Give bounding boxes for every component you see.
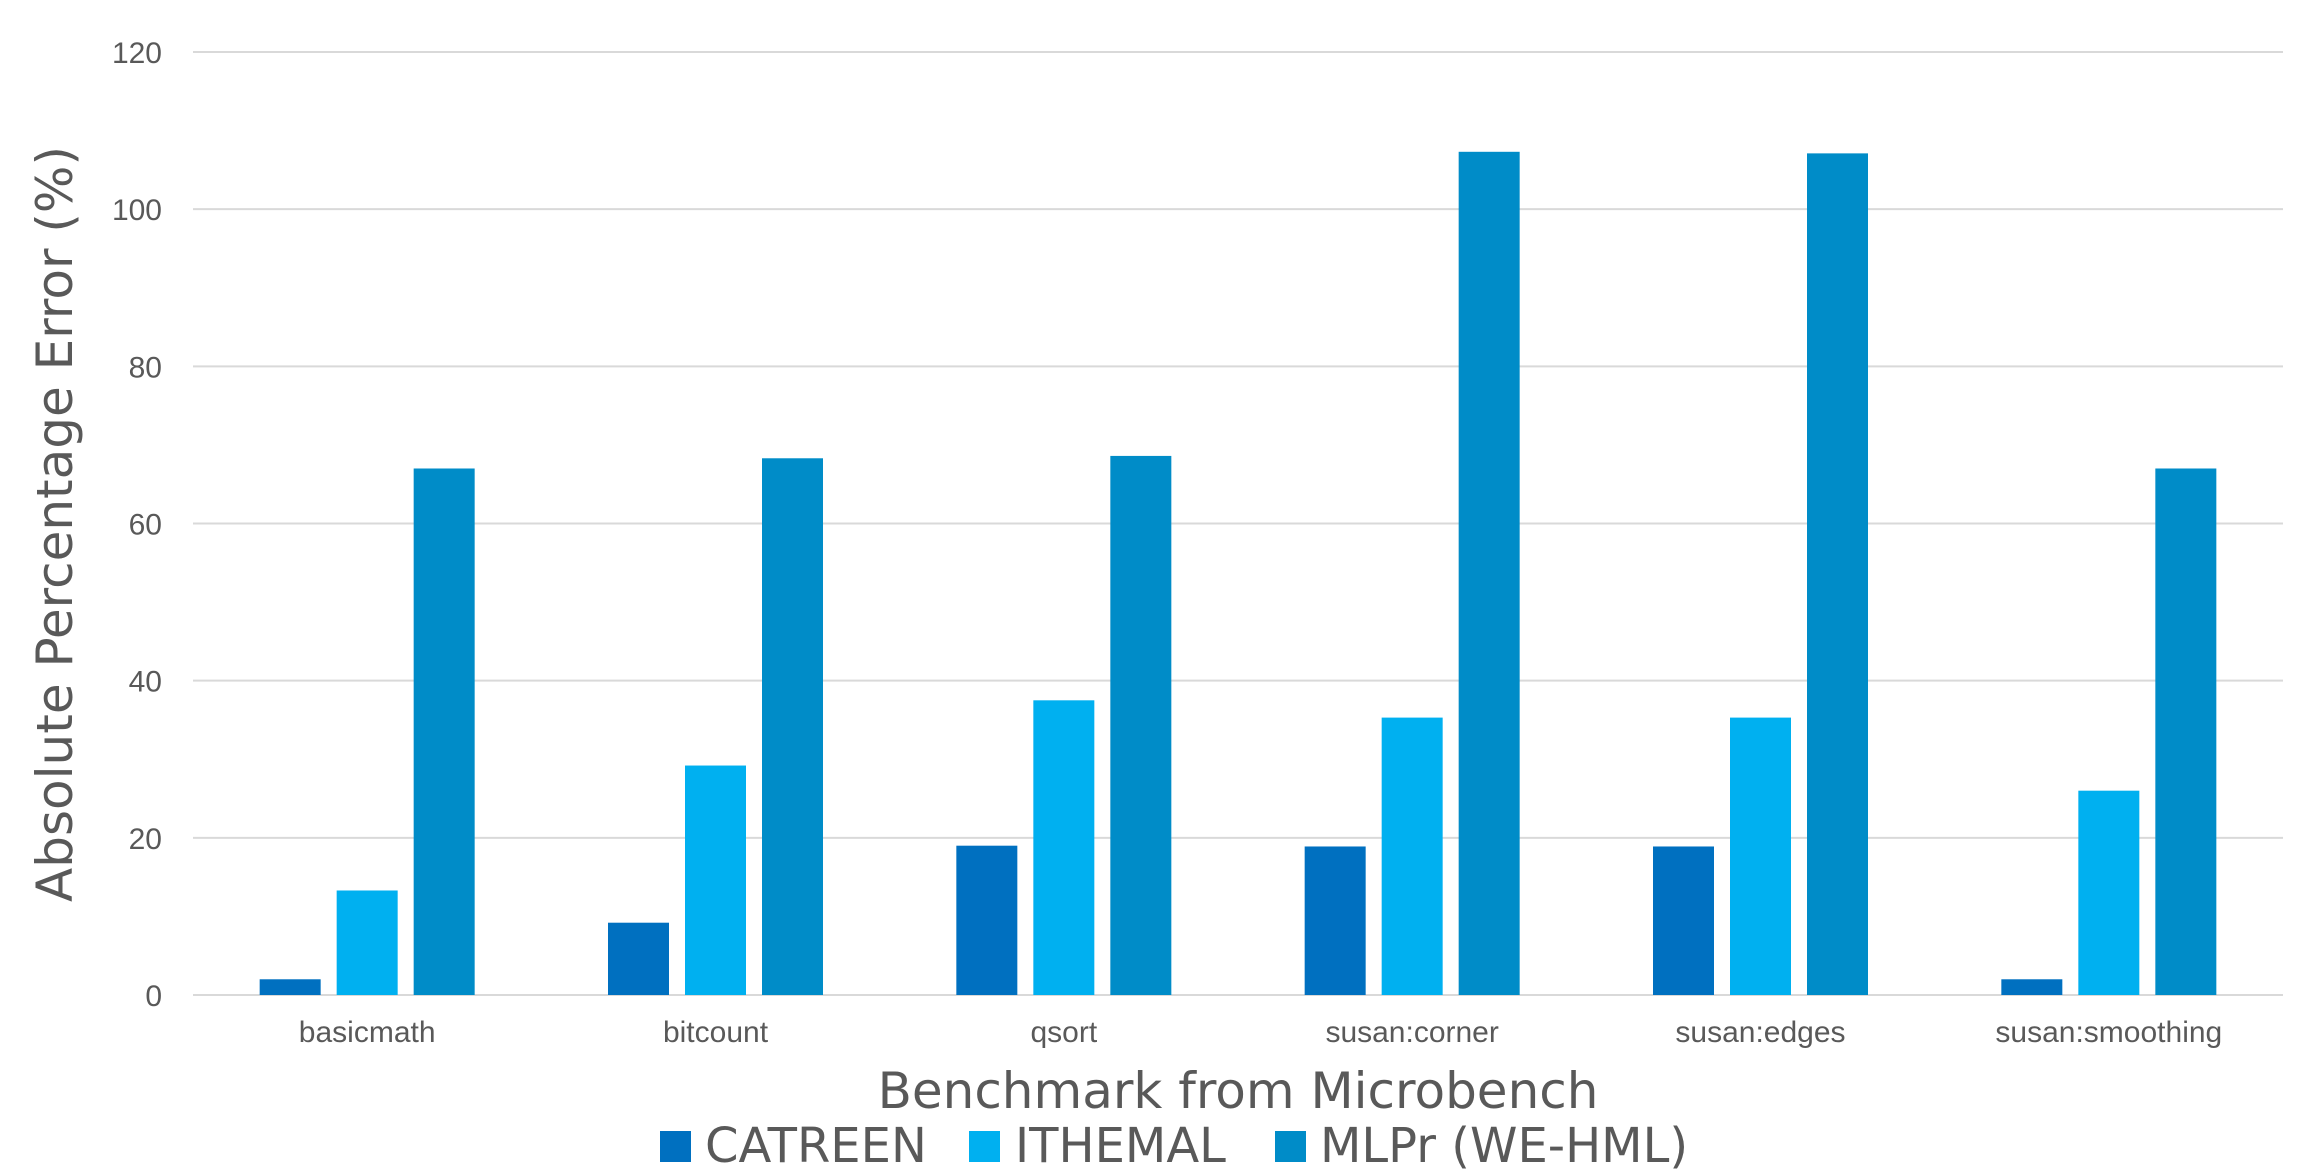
bar-ithemal-bitcount [685, 765, 746, 995]
y-tick-label: 40 [129, 666, 162, 699]
x-tick-label: bitcount [663, 1016, 769, 1049]
bar-mlpr-we-hml-susan-edges [1807, 153, 1868, 995]
x-tick-label: susan:edges [1675, 1016, 1845, 1049]
legend: CATREEN ITHEMAL MLPr (WE-HML) [660, 1118, 1688, 1169]
y-tick-label: 0 [145, 980, 162, 1013]
legend-label: MLPr (WE-HML) [1320, 1118, 1688, 1169]
y-tick-label: 100 [112, 194, 162, 227]
bar-catreen-basicmath [259, 979, 321, 995]
legend-label: CATREEN [705, 1118, 927, 1169]
bar-ithemal-susan-edges [1730, 717, 1791, 995]
x-tick-label: basicmath [299, 1016, 436, 1049]
legend-swatch [660, 1131, 691, 1162]
bar-mlpr-we-hml-basicmath [413, 468, 475, 995]
bar-catreen-qsort [956, 845, 1018, 995]
legend-label: ITHEMAL [1015, 1118, 1226, 1169]
y-tick-label: 120 [112, 37, 162, 70]
bar-catreen-bitcount [608, 922, 669, 995]
bar-mlpr-we-hml-susan-corner [1458, 151, 1520, 995]
bar-ithemal-susan-smoothing [2078, 790, 2140, 995]
legend-swatch [1275, 1131, 1306, 1162]
x-tick-label: susan:smoothing [1995, 1016, 2222, 1049]
y-tick-labels: 0 20 40 60 80 100 120 [112, 37, 162, 1013]
y-tick-label: 60 [129, 509, 162, 542]
y-axis-title: Absolute Percentage Error (%) [26, 146, 84, 902]
bar-mlpr-we-hml-bitcount [762, 458, 823, 995]
bar-mlpr-we-hml-qsort [1110, 455, 1172, 995]
y-tick-label: 80 [129, 351, 162, 384]
x-tick-label: qsort [1030, 1016, 1097, 1049]
legend-swatch [969, 1131, 1000, 1162]
x-tick-labels: basicmath bitcount qsort susan:corner susan:… [299, 1016, 2222, 1049]
gridlines [193, 51, 2283, 996]
bar-ithemal-basicmath [336, 890, 398, 995]
bar-mlpr-we-hml-susan-smoothing [2155, 468, 2217, 995]
bar-ithemal-qsort [1033, 700, 1095, 995]
y-tick-label: 20 [129, 823, 162, 856]
bar-catreen-susan-smoothing [2001, 979, 2063, 995]
bar-catreen-susan-corner [1304, 846, 1366, 995]
bar-catreen-susan-edges [1653, 846, 1714, 995]
bars [259, 151, 2217, 995]
bar-ithemal-susan-corner [1381, 717, 1443, 995]
x-axis-title: Benchmark from Microbench [878, 1062, 1599, 1120]
x-tick-label: susan:corner [1325, 1016, 1498, 1049]
